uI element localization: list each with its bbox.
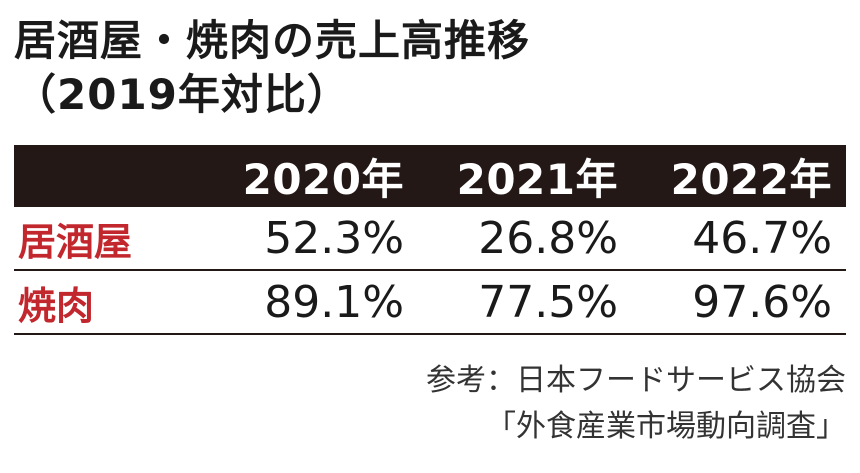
table-header: 2020年 2021年 2022年: [14, 145, 846, 207]
row-label-izakaya: 居酒屋: [18, 219, 133, 264]
data-table: 2020年 2021年 2022年 居酒屋 52.3% 26.8% 46.7% …: [14, 145, 846, 335]
value-yakiniku-2020: 89.1%: [264, 276, 404, 328]
source-line1: 参考：日本フードサービス協会: [426, 363, 846, 398]
source-line2: 「外食産業市場動向調査」: [486, 409, 846, 444]
row-label-yakiniku: 焼肉: [18, 283, 95, 328]
value-yakiniku-2022: 97.6%: [692, 276, 832, 328]
table-row-izakaya: 居酒屋 52.3% 26.8% 46.7%: [14, 207, 846, 271]
header-year-2021: 2021年: [456, 154, 618, 204]
table-row-yakiniku: 焼肉 89.1% 77.5% 97.6%: [14, 271, 846, 335]
chart-title-line2: （2019年対比）: [14, 70, 350, 119]
source-note: 参考：日本フードサービス協会 「外食産業市場動向調査」: [426, 358, 846, 450]
value-yakiniku-2021: 77.5%: [478, 276, 618, 328]
value-izakaya-2021: 26.8%: [478, 212, 618, 264]
header-year-2022: 2022年: [670, 154, 832, 204]
chart-title: 居酒屋・焼肉の売上高推移 （2019年対比）: [14, 14, 530, 122]
header-year-2020: 2020年: [242, 154, 404, 204]
value-izakaya-2020: 52.3%: [264, 212, 404, 264]
chart-title-line1: 居酒屋・焼肉の売上高推移: [14, 16, 531, 65]
value-izakaya-2022: 46.7%: [692, 212, 832, 264]
